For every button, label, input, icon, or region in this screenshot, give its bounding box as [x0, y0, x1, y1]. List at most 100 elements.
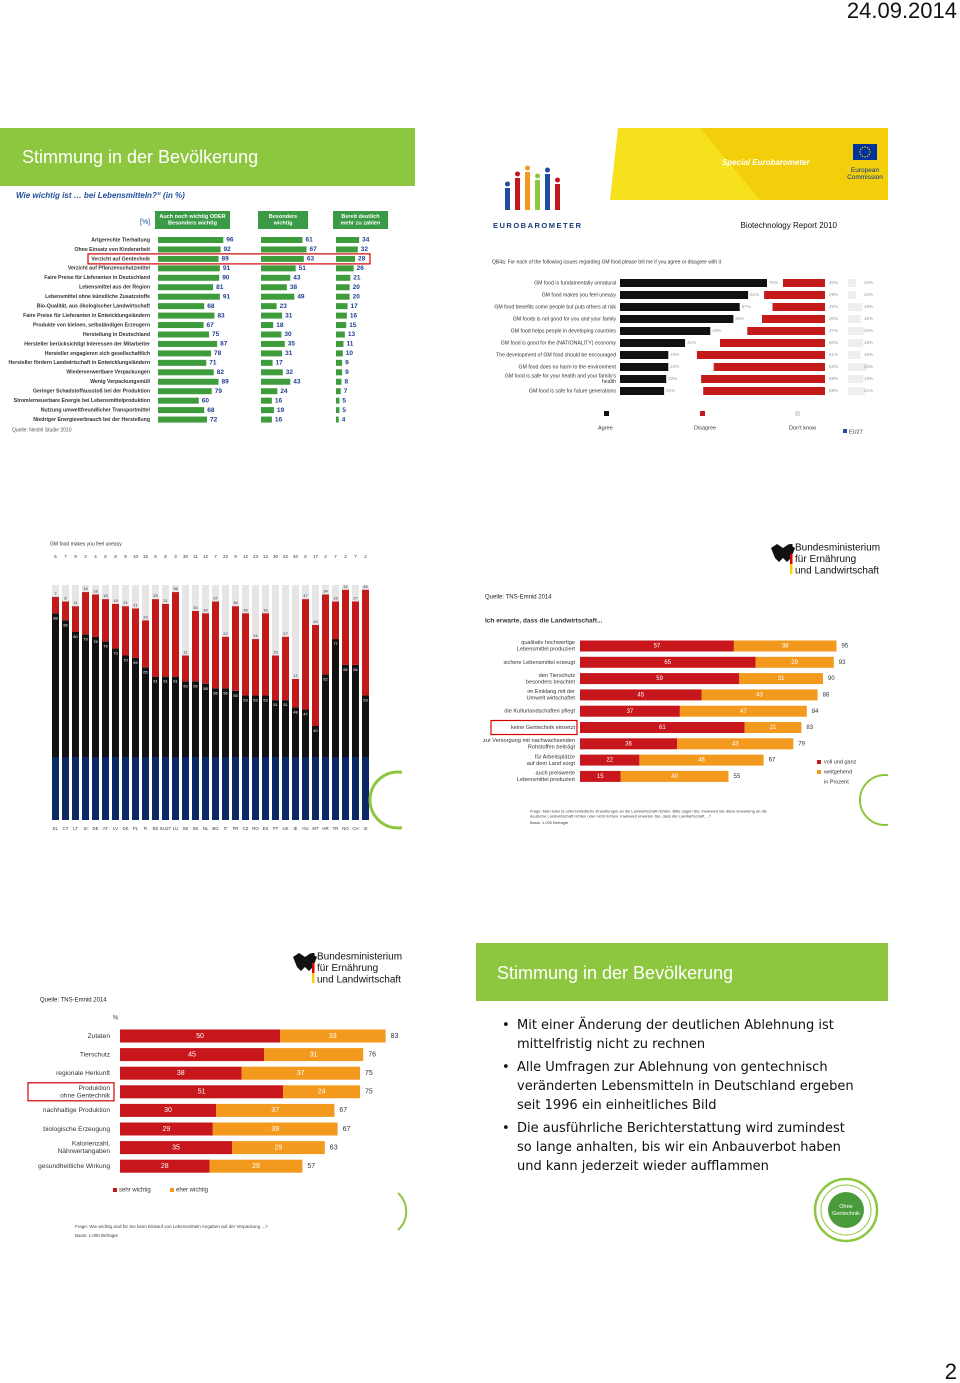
agree-bar — [620, 375, 667, 383]
agree-label: 69 — [133, 660, 138, 665]
disagree-bar — [232, 606, 239, 691]
agree-label: 66 — [343, 667, 348, 672]
rather-bar — [216, 1103, 335, 1117]
row-label: auch preiswerte — [536, 771, 576, 777]
bar — [336, 416, 339, 423]
very-label: 28 — [161, 1163, 169, 1170]
bar — [261, 340, 285, 347]
row-label: Hersteller fördern Landwirtschaft in Ent… — [8, 360, 150, 366]
bar — [261, 350, 283, 357]
logo-figure-head — [535, 173, 540, 179]
bar — [158, 378, 219, 385]
bar — [158, 322, 204, 329]
bar — [261, 378, 291, 385]
bar — [336, 350, 343, 357]
legend-label: Don't know — [789, 425, 816, 431]
total-label: 67 — [343, 1126, 351, 1133]
value-label: 5 — [342, 397, 346, 404]
fully-label: 61 — [659, 725, 666, 731]
disagree-bar — [192, 610, 199, 682]
country-label: FI — [144, 826, 148, 831]
dont-know-label: 23 — [253, 554, 259, 559]
row-label: Nutzung umweltfreundlicher Transportmitt… — [41, 407, 151, 413]
dont-know-bar — [122, 585, 129, 607]
rather-bar — [232, 1141, 325, 1155]
agree-bar — [620, 327, 711, 335]
disagree-label: 59% — [829, 376, 838, 381]
column-header: Bereit deutlich — [341, 214, 380, 220]
eu-star — [868, 148, 871, 151]
disagree-bar — [252, 639, 259, 696]
fully-bar — [580, 754, 640, 766]
agree-bar — [232, 690, 239, 820]
logo-figure-head — [515, 171, 520, 177]
source: Quelle: Nestlé Studie 2010 — [12, 427, 72, 433]
seal-crop — [888, 770, 928, 840]
agree-bar — [322, 674, 329, 820]
bar — [261, 331, 282, 338]
disagree-bar — [152, 599, 159, 677]
agree-label: 70% — [769, 280, 778, 285]
bar — [261, 322, 274, 329]
dont-know-label: 12 — [263, 554, 269, 559]
row-label: Faire Preise für Lieferanten in Entwickl… — [23, 313, 150, 319]
dont-know-bar — [262, 585, 269, 614]
bar — [336, 359, 343, 366]
agree-bar — [620, 351, 669, 359]
row-label: keine Gentechnik einsetzt — [511, 725, 576, 731]
country-label: AT — [103, 826, 109, 831]
value-label: 67 — [310, 246, 318, 253]
eu-star — [869, 151, 871, 153]
value-label: 4 — [342, 416, 346, 423]
disagree-label: 16 — [333, 596, 338, 601]
country-label: ES — [263, 826, 269, 831]
ministry-name: und Landwirtschaft — [317, 975, 401, 986]
flag-red — [312, 963, 315, 973]
value-label: 31 — [285, 312, 293, 319]
agree-bar-lower — [242, 757, 249, 820]
agree-bar-lower — [152, 757, 159, 820]
dont-know-label: 12 — [203, 554, 209, 559]
disagree-label: 29% — [829, 292, 838, 297]
column-header: wichtig — [273, 221, 293, 227]
disagree-label: 11 — [73, 600, 78, 605]
disagree-bar — [783, 279, 825, 287]
agree-bar — [62, 620, 69, 820]
bar — [158, 265, 220, 272]
largely-label: 43 — [756, 692, 763, 698]
fully-label: 37 — [627, 709, 634, 715]
largely-bar — [620, 770, 729, 782]
dont-know-label: 30 — [183, 554, 189, 559]
agree-bar-lower — [162, 757, 169, 820]
agree-bar-lower — [122, 757, 129, 820]
eagle-logo — [771, 544, 795, 562]
rather-bar — [283, 1085, 360, 1099]
agree-bar-lower — [142, 757, 149, 820]
dont-know-bar — [222, 585, 229, 637]
value-label: 43 — [293, 275, 301, 282]
very-label: 35 — [172, 1144, 180, 1151]
row-label: GM food helps people in developing count… — [511, 328, 617, 334]
question: Frage: Wie wichtig sind für Sie beim Ein… — [75, 1224, 268, 1229]
dont-know-label: 9 — [124, 554, 127, 559]
bullet: Alle Umfragen zur Ablehnung von gentechn… — [500, 1058, 860, 1115]
row-label: GM foods is not good for you and your fa… — [513, 316, 617, 322]
total-label: 84 — [812, 709, 819, 715]
logo-figure-head — [555, 177, 560, 183]
value-label: 91 — [223, 265, 231, 272]
value-label: 30 — [284, 331, 292, 338]
value-label: 16 — [350, 312, 358, 319]
disagree-bar — [713, 363, 825, 371]
agree-bar — [142, 667, 149, 820]
dont-know-label: 2 — [344, 554, 347, 559]
disagree-bar — [292, 679, 299, 708]
eu-star — [861, 155, 864, 158]
very-bar — [120, 1048, 264, 1062]
country-label: CH — [352, 826, 358, 831]
value-label: 7 — [344, 388, 348, 395]
dont-know-bar — [52, 585, 59, 597]
dont-know-bar — [302, 585, 309, 600]
value-label: 63 — [307, 256, 315, 263]
agree-bar — [72, 632, 79, 820]
rather-label: 29 — [252, 1163, 260, 1170]
